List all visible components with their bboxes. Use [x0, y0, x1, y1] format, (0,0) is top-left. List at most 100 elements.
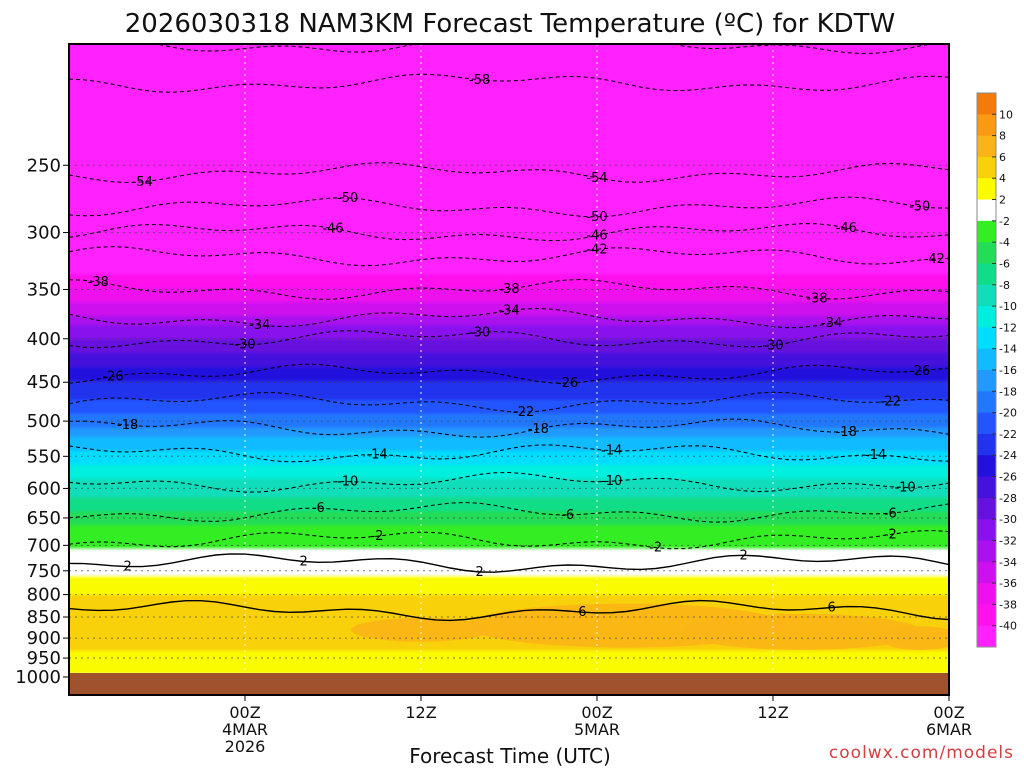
y-tick-label: 450: [27, 372, 61, 393]
colorbar-label: 10: [999, 108, 1013, 121]
colorbar-swatch: [977, 604, 996, 627]
x-tick-label: 00Z: [581, 703, 612, 722]
colorbar-swatch: [977, 220, 996, 243]
colorbar-label: -18: [999, 385, 1017, 398]
colorbar-label: -34: [999, 556, 1017, 569]
colorbar-swatch: [977, 455, 996, 478]
y-tick-label: 1000: [15, 667, 61, 688]
isotherm-line: [69, 391, 949, 413]
colorbar-swatch: [977, 242, 996, 264]
colorbar-label: -32: [999, 534, 1017, 547]
x-tick-label: 5MAR: [574, 720, 620, 739]
isotherm-label: -26: [909, 364, 930, 379]
isotherm-label: -2: [371, 529, 384, 544]
y-tick-label: 650: [27, 508, 61, 529]
colorbar-label: -8: [999, 279, 1010, 292]
isotherm-label: -30: [762, 338, 783, 353]
y-tick-label: 700: [27, 535, 61, 556]
temperature-field: [69, 44, 949, 695]
isotherm-line: [69, 307, 949, 329]
colorbar-swatch: [977, 348, 996, 371]
colorbar-label: -4: [999, 236, 1010, 249]
isotherm-label: -50: [337, 191, 358, 206]
warm-patch: [879, 626, 949, 651]
y-tick-label: 300: [27, 223, 61, 244]
colorbar-swatch: [977, 327, 996, 350]
isotherm-label: -46: [586, 229, 607, 244]
isotherm-line: [69, 162, 949, 184]
y-tick-label: 400: [27, 329, 61, 350]
isotherm-line: [69, 363, 949, 384]
isotherm-label: -34: [249, 318, 270, 333]
colorbar-swatch: [977, 263, 996, 286]
isotherm-label: -46: [322, 221, 343, 236]
isotherm-label: -18: [528, 422, 549, 437]
isotherm-label: -62: [454, 31, 475, 46]
colorbar-label: -20: [999, 407, 1017, 420]
isotherm-line: [69, 444, 949, 463]
isotherm-label: -2: [649, 541, 662, 556]
colorbar-swatch: [977, 519, 996, 541]
colorbar-swatch: [977, 391, 996, 414]
colorbar-label: 6: [999, 151, 1006, 164]
isotherm-line: [69, 530, 949, 550]
warm-patch: [351, 617, 491, 642]
colorbar-swatch: [977, 284, 996, 307]
colorbar-label: -6: [999, 257, 1010, 270]
y-tick-label: 750: [27, 561, 61, 582]
colorbar-swatch: [977, 156, 996, 179]
colorbar-label: -40: [999, 620, 1017, 633]
colorbar-swatch: [977, 497, 996, 520]
isotherm-label: 2: [300, 555, 308, 570]
isotherm-label: -58: [469, 73, 490, 88]
colorbar-label: -16: [999, 364, 1017, 377]
colorbar-swatch: [977, 199, 996, 222]
grid-lines: [69, 44, 949, 695]
plot-frame: [68, 43, 950, 696]
isotherm-label: -10: [894, 480, 915, 495]
colorbar-label: -36: [999, 577, 1017, 590]
isotherm-label: -2: [884, 528, 897, 543]
isotherm-label: -34: [498, 304, 519, 319]
colorbar: 10 8 6 4 2 -2 -4 -6 -8 -10 -12 -14 -16 -18 -20 -22 -24 -2…: [976, 92, 1017, 648]
isotherm-label: -50: [586, 210, 607, 225]
isotherm-line: [69, 501, 949, 523]
colorbar-label: 8: [999, 130, 1006, 143]
isotherm-label: -6: [312, 501, 325, 516]
isotherm-label: -54: [132, 175, 153, 190]
colorbar-swatch: [977, 135, 996, 158]
y-axis: 2503003504004505005506006507007508008509…: [15, 155, 69, 688]
x-tick-label: 00Z: [933, 703, 964, 722]
isotherm-line: [69, 223, 949, 242]
x-tick-label: 12Z: [757, 703, 788, 722]
colorbar-label: -26: [999, 471, 1017, 484]
credit-text: coolwx.com/models: [829, 743, 1014, 763]
colorbar-swatch: [977, 412, 996, 435]
colorbar-label: -22: [999, 428, 1017, 441]
isotherm-label: -10: [337, 475, 358, 490]
isotherm-label: -22: [513, 405, 534, 420]
colorbar-label: -28: [999, 492, 1017, 505]
isotherm-label: -42: [586, 242, 607, 257]
isotherm-label: -46: [836, 221, 857, 236]
y-tick-label: 500: [27, 411, 61, 432]
colorbar-swatch: [977, 625, 996, 648]
isotherm-line: [69, 196, 949, 218]
y-tick-label: 900: [27, 628, 61, 649]
isotherm-label: -30: [469, 325, 490, 340]
isotherm-line: [69, 418, 949, 438]
x-tick-label: 00Z: [229, 703, 260, 722]
colorbar-label: 2: [999, 194, 1006, 207]
isotherm-label: -34: [821, 316, 842, 331]
isotherm-line: [69, 278, 949, 300]
warm-patch: [682, 613, 923, 650]
chart-title: 2026030318 NAM3KM Forecast Temperature (…: [125, 9, 896, 39]
isotherm-label: -26: [557, 376, 578, 391]
isotherm-label: -38: [88, 275, 109, 290]
isotherm-label: -30: [234, 338, 255, 353]
isotherm-label: -50: [909, 200, 930, 215]
isotherm-label: 2: [476, 565, 484, 580]
isotherm-line: [69, 73, 949, 93]
y-tick-label: 950: [27, 648, 61, 669]
